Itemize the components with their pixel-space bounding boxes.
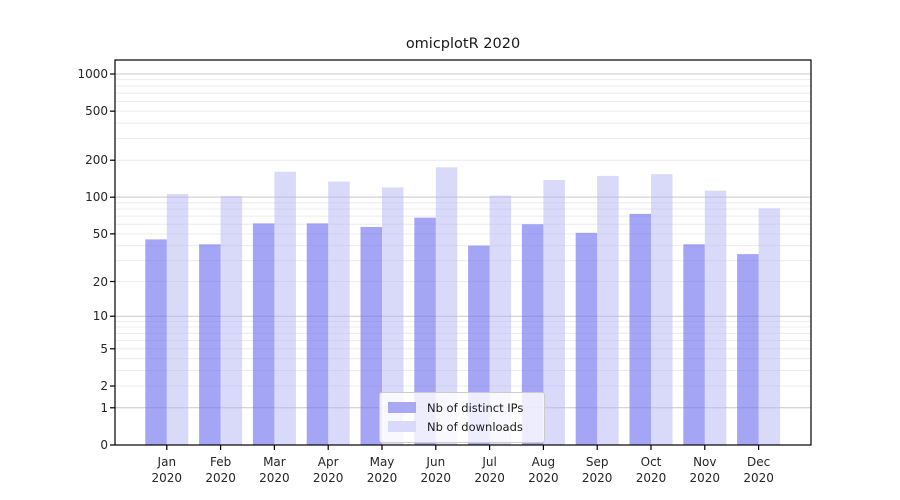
x-tick-label: Oct 2020 xyxy=(635,455,667,485)
legend-item-distinct-ips: Nb of distinct IPs xyxy=(388,398,536,417)
x-tick-label: May 2020 xyxy=(366,455,398,485)
bar-distinct-ips xyxy=(306,223,329,445)
x-tick-label: Feb 2020 xyxy=(205,455,236,485)
y-tick-label: 20 xyxy=(92,274,108,289)
bar-downloads xyxy=(382,187,404,446)
y-tick-label: 500 xyxy=(85,104,108,119)
x-tick-label: Dec 2020 xyxy=(743,455,774,485)
bar-downloads xyxy=(328,181,350,445)
bar-downloads xyxy=(435,167,458,446)
bar-distinct-ips xyxy=(252,223,275,445)
bar-distinct-ips xyxy=(737,254,759,445)
y-tick-label: 5 xyxy=(100,341,108,356)
bar-downloads xyxy=(597,175,619,445)
plot-frame xyxy=(114,59,812,446)
bar-downloads xyxy=(274,171,296,445)
bar-distinct-ips xyxy=(414,217,436,445)
x-tick-label: Aug 2020 xyxy=(528,455,559,485)
bar-distinct-ips xyxy=(521,224,544,445)
y-tick-label: 100 xyxy=(85,190,108,205)
bar-distinct-ips xyxy=(683,244,705,445)
x-tick-label: Nov 2020 xyxy=(689,455,721,485)
x-tick-label: Sep 2020 xyxy=(581,455,613,485)
bar-distinct-ips xyxy=(575,232,598,445)
bar-downloads xyxy=(758,208,781,445)
bar-downloads xyxy=(543,180,565,445)
legend-label-downloads: Nb of downloads xyxy=(427,419,523,434)
y-tick-label: 1000 xyxy=(77,67,108,81)
bar-downloads xyxy=(220,196,243,445)
bar-downloads xyxy=(704,190,727,445)
bar-downloads xyxy=(651,174,673,446)
legend-item-downloads: Nb of downloads xyxy=(388,417,536,436)
legend-label-distinct-ips: Nb of distinct IPs xyxy=(427,400,524,415)
y-tick-label: 50 xyxy=(92,226,108,241)
bar-distinct-ips xyxy=(145,239,167,445)
legend-swatch-downloads xyxy=(388,421,416,432)
bar-downloads xyxy=(166,194,189,445)
legend: Nb of distinct IPs Nb of downloads xyxy=(379,392,545,443)
y-tick-label: 0 xyxy=(100,438,108,452)
x-tick-label: Apr 2020 xyxy=(312,455,344,485)
y-tick-label: 10 xyxy=(92,309,108,324)
y-tick-label: 200 xyxy=(85,153,108,168)
x-tick-label: Jun 2020 xyxy=(420,455,452,485)
x-tick-label: Jul 2020 xyxy=(474,455,505,485)
bar-downloads xyxy=(489,195,512,445)
bar-distinct-ips xyxy=(629,213,651,445)
x-tick-label: Mar 2020 xyxy=(259,455,290,485)
bar-distinct-ips xyxy=(360,226,382,445)
y-tick-label: 2 xyxy=(100,379,108,393)
chart-title: omicplotR 2020 xyxy=(405,36,521,52)
y-tick-label: 1 xyxy=(100,400,108,415)
bar-distinct-ips xyxy=(199,244,221,445)
legend-swatch-distinct-ips xyxy=(388,402,416,413)
x-tick-label: Jan 2020 xyxy=(151,455,183,485)
